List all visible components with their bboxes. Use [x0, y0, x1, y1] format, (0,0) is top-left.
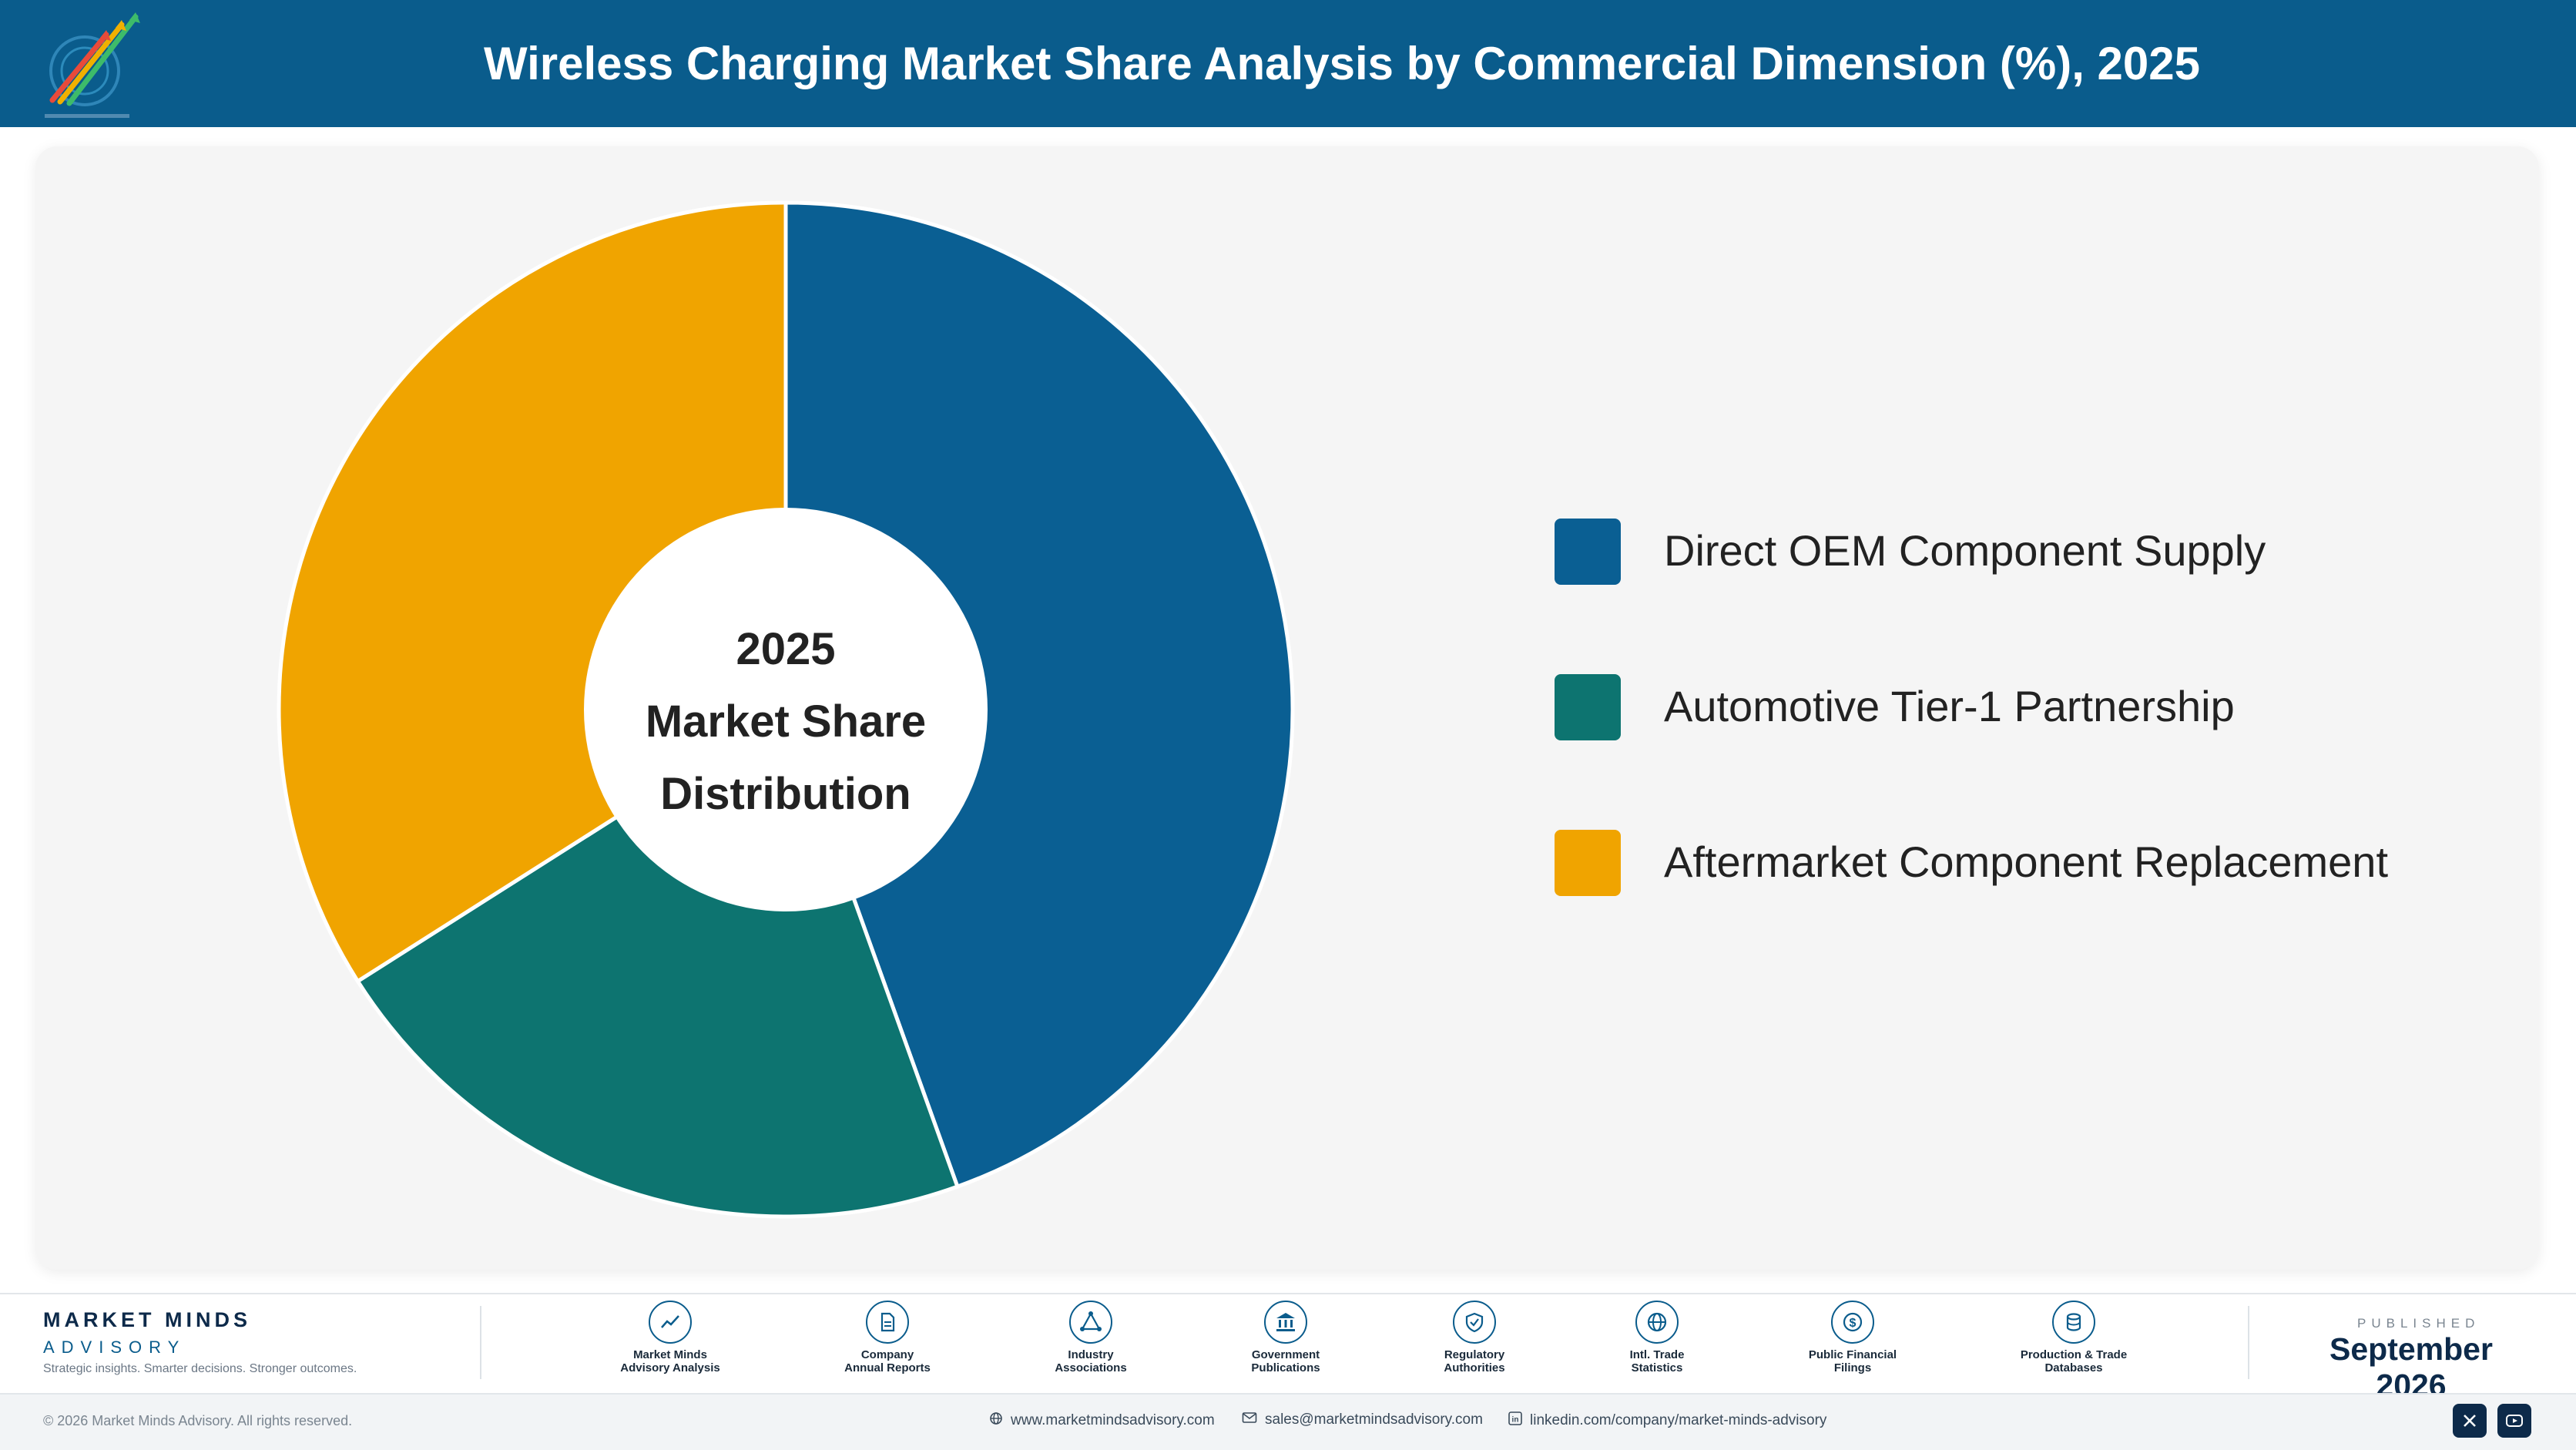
- brand-tagline: Strategic insights. Smarter decisions. S…: [43, 1362, 357, 1375]
- center-label-line-3: Distribution: [660, 769, 911, 819]
- source-label-line2: Associations: [1055, 1361, 1127, 1374]
- source-label-line2: Annual Reports: [844, 1361, 931, 1374]
- source-label-line2: Databases: [2044, 1361, 2103, 1374]
- website-link[interactable]: www.marketmindsadvisory.com: [989, 1411, 1215, 1430]
- linkedin-icon: in: [1508, 1411, 1522, 1430]
- linkedin-link[interactable]: in linkedin.com/company/market-minds-advi…: [1508, 1411, 1826, 1430]
- email-text: sales@marketmindsadvisory.com: [1265, 1411, 1483, 1428]
- legend-label: Automotive Tier-1 Partnership: [1664, 682, 2235, 730]
- source-label-line1: Industry: [1068, 1348, 1114, 1361]
- legend-swatch: [1555, 830, 1621, 896]
- source-label-line1: Public Financial: [1808, 1348, 1897, 1361]
- source-label-line2: Authorities: [1444, 1361, 1505, 1374]
- source-regulatory-authorities[interactable]: Regulatory Authorities: [1390, 1301, 1559, 1374]
- footer-divider: [0, 1293, 2576, 1294]
- trend-chart-icon: [649, 1301, 692, 1344]
- source-public-filings[interactable]: $ Public Financial Filings: [1768, 1301, 1937, 1374]
- email-link[interactable]: sales@marketmindsadvisory.com: [1242, 1411, 1483, 1428]
- legend-label: Aftermarket Component Replacement: [1664, 837, 2388, 886]
- source-government-publications[interactable]: Government Publications: [1201, 1301, 1370, 1374]
- source-label-line1: Government: [1251, 1348, 1320, 1361]
- source-label-line1: Production & Trade: [2020, 1348, 2128, 1361]
- legend-item-tier1[interactable]: Automotive Tier-1 Partnership: [1555, 672, 2479, 741]
- website-text: www.marketmindsadvisory.com: [1011, 1412, 1215, 1429]
- source-label-line1: Regulatory: [1444, 1348, 1505, 1361]
- bottom-bar: [0, 1393, 2576, 1450]
- slice-direct-oem[interactable]: [783, 200, 1295, 1190]
- network-icon: [1069, 1301, 1112, 1344]
- database-icon: [2052, 1301, 2095, 1344]
- legend-item-aftermarket[interactable]: Aftermarket Component Replacement: [1555, 827, 2479, 897]
- brand-subtitle: ADVISORY: [43, 1338, 186, 1357]
- legend-item-oem[interactable]: Direct OEM Component Supply: [1555, 516, 2479, 586]
- brand-name: MARKET MINDS: [43, 1308, 251, 1331]
- svg-text:$: $: [1850, 1317, 1857, 1330]
- globe-icon: [1635, 1301, 1679, 1344]
- legend-label: Direct OEM Component Supply: [1664, 526, 2266, 575]
- linkedin-text: linkedin.com/company/market-minds-adviso…: [1530, 1412, 1827, 1429]
- source-label-line2: Filings: [1833, 1361, 1872, 1374]
- source-label-line2: Publications: [1251, 1361, 1320, 1374]
- footer-separator: [480, 1306, 481, 1379]
- market-minds-logo[interactable]: [37, 8, 153, 122]
- source-label-line2: Advisory Analysis: [620, 1361, 720, 1374]
- source-market-minds-analysis[interactable]: Market Minds Advisory Analysis: [585, 1301, 755, 1374]
- center-label-line-2: Market Share: [646, 696, 926, 747]
- legend-swatch: [1555, 674, 1621, 740]
- legend-swatch: [1555, 519, 1621, 585]
- source-label-line1: Intl. Trade: [1629, 1348, 1685, 1361]
- published-label: PUBLISHED: [2357, 1316, 2480, 1331]
- source-company-reports[interactable]: Company Annual Reports: [803, 1301, 972, 1374]
- source-label-line2: Statistics: [1631, 1361, 1683, 1374]
- dollar-coin-icon: $: [1831, 1301, 1874, 1344]
- copyright-text: © 2026 Market Minds Advisory. All rights…: [43, 1413, 353, 1428]
- youtube-icon[interactable]: [2497, 1404, 2531, 1438]
- donut-chart: 2025 Market Share Distribution: [279, 200, 1295, 1217]
- header-bar: Wireless Charging Market Share Analysis …: [0, 0, 2576, 127]
- source-trade-statistics[interactable]: Intl. Trade Statistics: [1572, 1301, 1742, 1374]
- source-industry-associations[interactable]: Industry Associations: [1006, 1301, 1176, 1374]
- shield-icon: [1453, 1301, 1496, 1344]
- donut-hole: [584, 508, 988, 911]
- footer-separator: [2248, 1306, 2249, 1379]
- source-label-line1: Market Minds: [633, 1348, 707, 1361]
- page-title: Wireless Charging Market Share Analysis …: [483, 38, 2201, 89]
- source-label-line1: Company: [860, 1348, 914, 1361]
- mail-icon: [1242, 1411, 1257, 1428]
- document-icon: [866, 1301, 909, 1344]
- center-label-line-1: 2025: [736, 624, 835, 674]
- svg-text:in: in: [1512, 1416, 1519, 1425]
- globe-icon: [989, 1411, 1003, 1430]
- source-production-databases[interactable]: Production & Trade Databases: [1989, 1301, 2158, 1374]
- government-building-icon: [1264, 1301, 1307, 1344]
- x-icon[interactable]: [2453, 1404, 2487, 1438]
